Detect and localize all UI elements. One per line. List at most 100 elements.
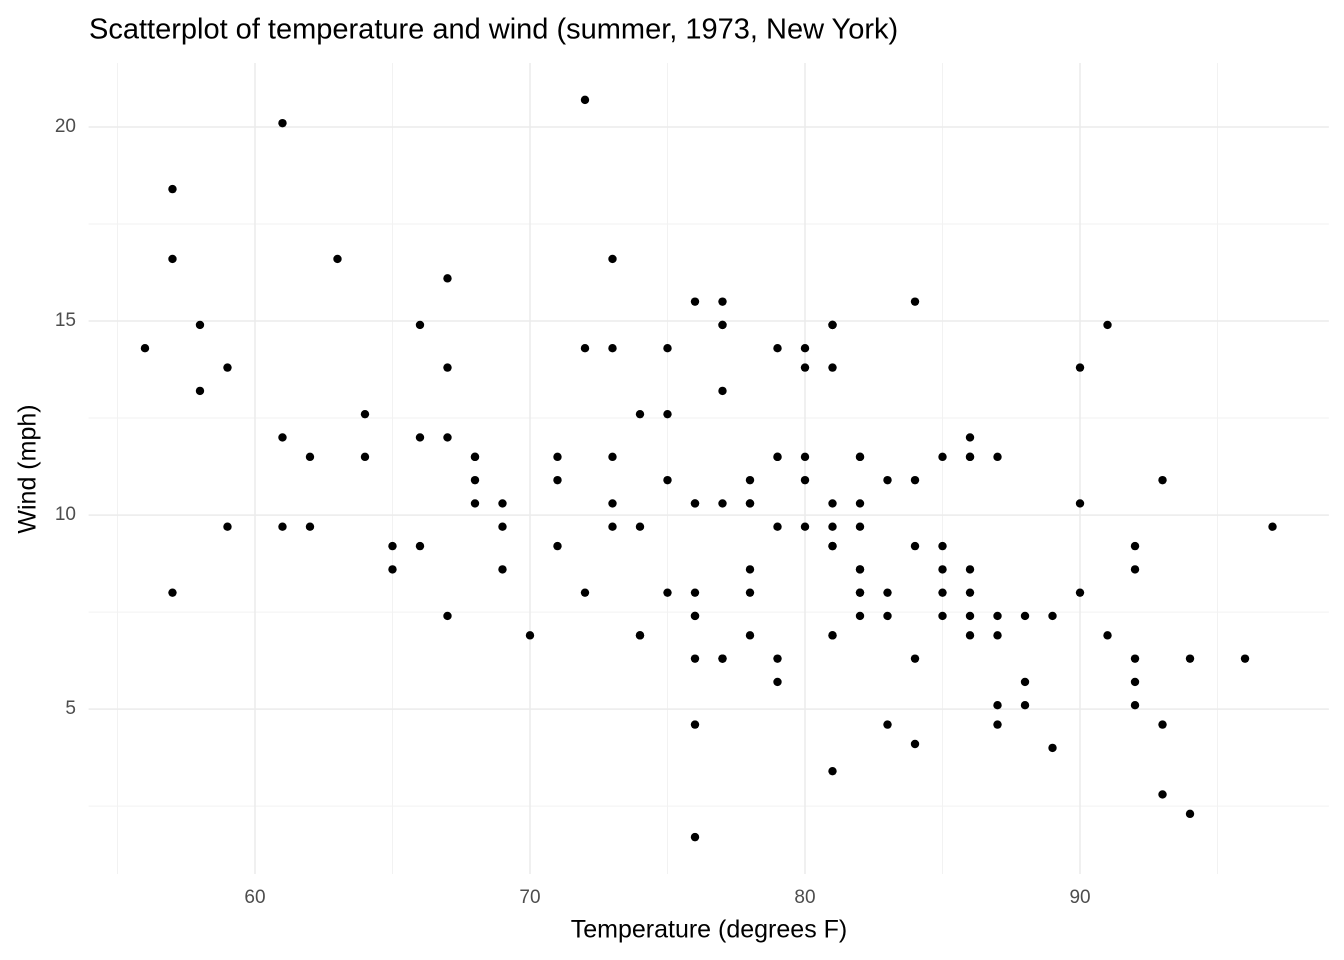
point <box>773 677 782 687</box>
point <box>388 541 397 551</box>
point <box>910 541 920 551</box>
point <box>195 386 205 396</box>
point <box>168 184 177 194</box>
point <box>828 320 837 330</box>
point <box>443 433 452 442</box>
point <box>1158 790 1167 799</box>
x-tick-label: 70 <box>519 887 540 908</box>
y-tick-label: 15 <box>55 310 76 331</box>
point <box>938 588 947 597</box>
point <box>800 363 810 372</box>
point <box>800 344 810 353</box>
point <box>993 720 1002 729</box>
point <box>223 363 232 372</box>
point <box>883 588 892 597</box>
point <box>553 541 562 551</box>
point <box>690 654 700 663</box>
point <box>1048 611 1057 621</box>
point <box>1020 701 1030 710</box>
point <box>773 344 782 353</box>
point <box>1075 363 1085 372</box>
point <box>223 522 232 531</box>
point <box>443 611 452 621</box>
point <box>1020 611 1030 621</box>
point <box>855 499 865 508</box>
point <box>1103 631 1112 640</box>
point <box>938 565 947 574</box>
point <box>773 522 782 531</box>
point <box>553 475 562 485</box>
point <box>745 499 755 508</box>
point <box>1103 320 1112 330</box>
point <box>580 95 590 105</box>
point <box>635 631 645 640</box>
point <box>745 588 755 597</box>
point <box>828 499 837 508</box>
point <box>140 344 150 353</box>
y-tick-label: 5 <box>65 698 76 719</box>
point <box>608 254 617 264</box>
x-tick-label: 60 <box>244 887 265 908</box>
point <box>855 565 865 574</box>
point <box>443 274 452 283</box>
point <box>553 452 562 462</box>
point <box>965 433 975 442</box>
point <box>910 297 920 306</box>
point <box>718 386 727 396</box>
point <box>663 475 672 485</box>
point <box>938 541 947 551</box>
point <box>168 254 177 264</box>
point <box>195 320 205 330</box>
point <box>525 631 535 640</box>
point <box>855 452 865 462</box>
point <box>1020 677 1030 687</box>
point <box>498 522 507 531</box>
point <box>718 297 727 306</box>
point <box>690 720 700 729</box>
point <box>278 433 287 442</box>
point <box>470 452 480 462</box>
point <box>415 433 425 442</box>
point <box>910 475 920 485</box>
point <box>305 452 315 462</box>
point <box>828 631 837 640</box>
point <box>470 499 480 508</box>
point <box>773 452 782 462</box>
point <box>278 522 287 531</box>
point <box>718 320 727 330</box>
point <box>745 565 755 574</box>
point <box>498 499 507 508</box>
point <box>773 654 782 663</box>
point <box>580 344 590 353</box>
point <box>1130 565 1140 574</box>
point <box>443 363 452 372</box>
point <box>580 588 590 597</box>
point <box>470 475 480 485</box>
point <box>168 588 177 597</box>
point <box>1130 654 1140 663</box>
y-tick-label: 20 <box>55 116 76 137</box>
point <box>993 631 1002 640</box>
point <box>910 654 920 663</box>
y-tick-label: 10 <box>55 504 76 525</box>
point <box>1268 522 1277 531</box>
point <box>1185 809 1195 819</box>
point <box>938 452 947 462</box>
point <box>828 522 837 531</box>
point <box>883 611 892 621</box>
x-tick-label: 90 <box>1069 887 1090 908</box>
point <box>828 541 837 551</box>
point <box>1130 677 1140 687</box>
point <box>360 452 370 462</box>
point <box>690 611 700 621</box>
point <box>883 720 892 729</box>
point <box>718 654 727 663</box>
x-axis-label: Temperature (degrees F) <box>571 916 848 944</box>
point <box>965 631 975 640</box>
point <box>608 522 617 531</box>
point <box>305 522 315 531</box>
point <box>855 522 865 531</box>
point <box>965 611 975 621</box>
point <box>1075 499 1085 508</box>
